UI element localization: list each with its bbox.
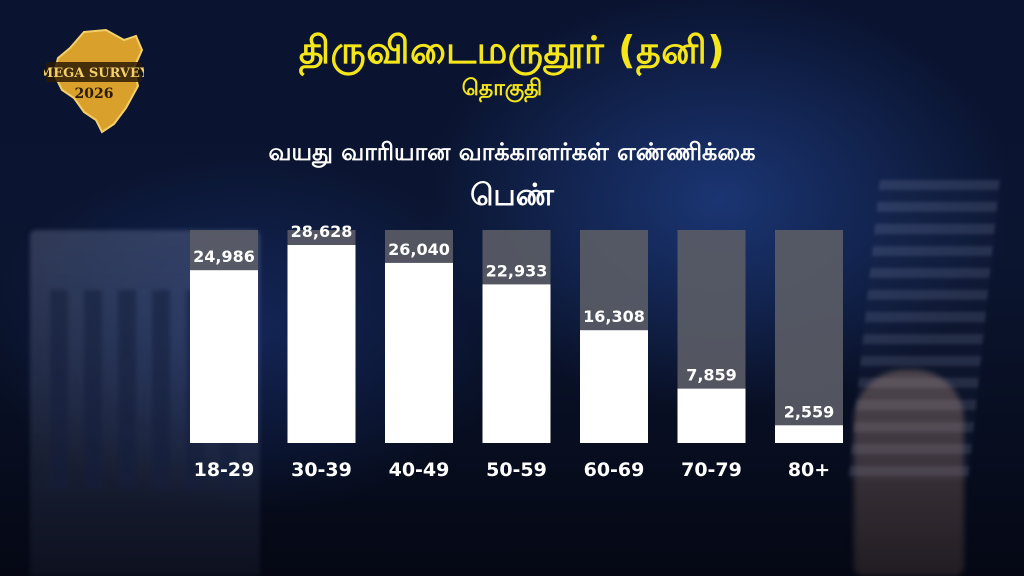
background-hand [854,370,964,576]
value-label-18-29: 24,986 [193,247,255,266]
page-subtitle: தொகுதி [461,76,543,101]
logo-banner [46,62,142,82]
bar-60-69 [580,330,648,443]
logo-text: MEGA SURVEY [44,66,144,81]
bar-80+ [775,425,843,443]
category-label-40-49: 40-49 [389,459,450,481]
category-label-70-79: 70-79 [681,459,742,481]
chart-title: வயது வாரியான வாக்காளர்கள் எண்ணிக்கை [268,138,756,166]
value-label-40-49: 26,040 [388,240,450,259]
category-label-80+: 80+ [788,459,830,481]
bar-30-39 [287,245,356,443]
bar-70-79 [677,388,746,443]
logo-year: 2026 [75,86,114,102]
value-label-50-59: 22,933 [486,261,548,280]
bar-40-49 [385,262,453,443]
value-label-80+: 2,559 [784,402,835,421]
value-label-30-39: 28,628 [291,222,353,241]
category-label-60-69: 60-69 [584,459,645,481]
value-label-60-69: 16,308 [583,307,645,326]
category-label-30-39: 30-39 [291,459,352,481]
bar-track [775,230,843,443]
category-label-50-59: 50-59 [486,459,547,481]
bar-18-29 [190,270,258,443]
series-label: பெண் [470,178,554,213]
value-label-70-79: 7,859 [686,366,737,385]
bar-50-59 [482,284,551,443]
category-label-18-29: 18-29 [194,459,255,481]
mega-survey-logo: MEGA SURVEY 2026 [44,28,144,134]
page-title: திருவிடைமருதூர் (தனி) [298,28,726,72]
